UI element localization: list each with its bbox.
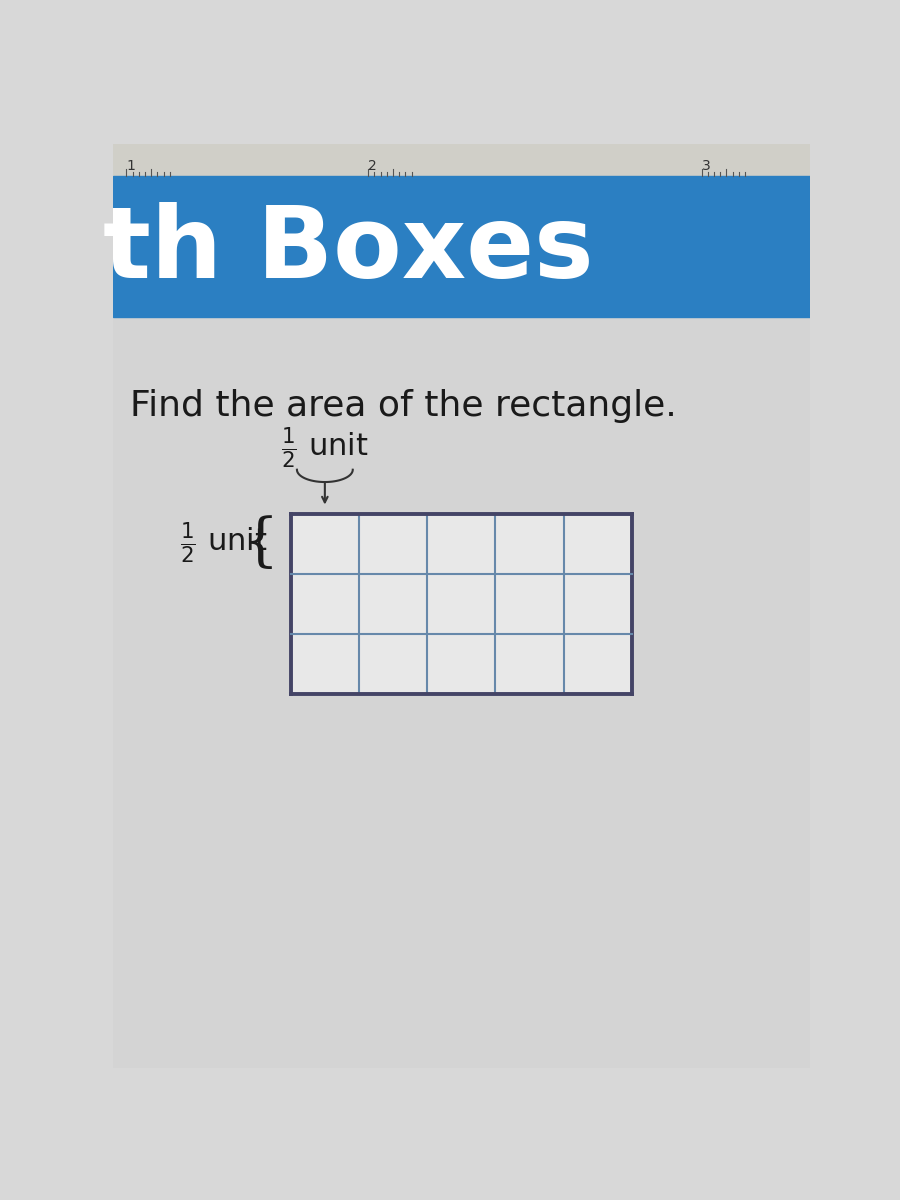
- Text: th Boxes: th Boxes: [104, 202, 594, 299]
- Text: 1: 1: [126, 158, 135, 173]
- Text: Find the area of the rectangle.: Find the area of the rectangle.: [130, 389, 676, 422]
- Bar: [112, 176, 810, 317]
- Bar: [112, 317, 810, 1068]
- Text: 3: 3: [701, 158, 710, 173]
- Text: $\frac{1}{2}$ unit: $\frac{1}{2}$ unit: [180, 521, 267, 566]
- Text: 2: 2: [368, 158, 377, 173]
- Text: {: {: [242, 516, 279, 571]
- Bar: [291, 514, 632, 694]
- Bar: [112, 144, 810, 176]
- Text: $\frac{1}{2}$ unit: $\frac{1}{2}$ unit: [281, 425, 369, 470]
